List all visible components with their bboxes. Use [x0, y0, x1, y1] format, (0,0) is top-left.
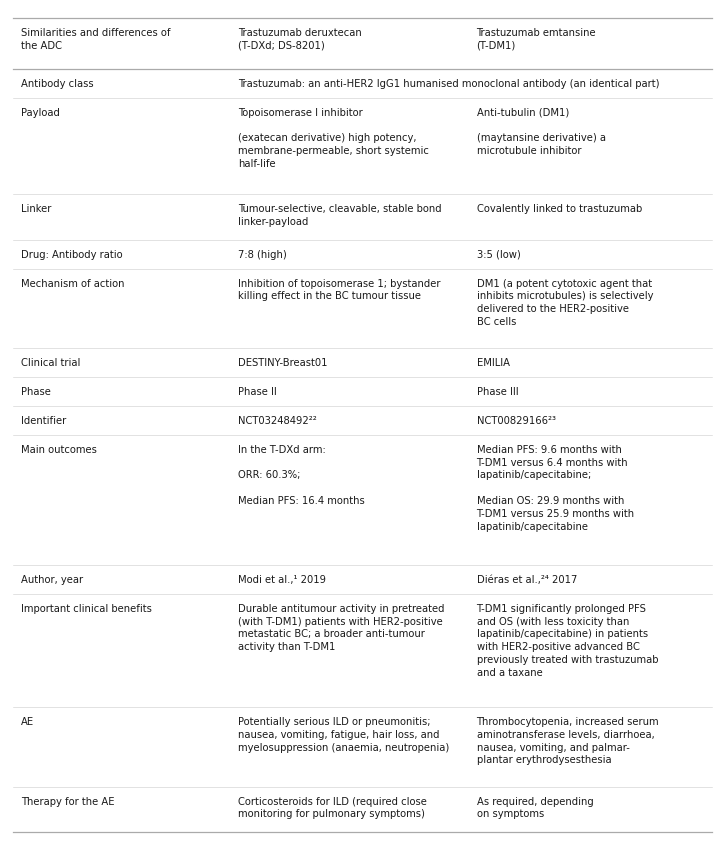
- Text: Covalently linked to trastuzumab: Covalently linked to trastuzumab: [476, 204, 642, 214]
- Text: Modi et al.,¹ 2019: Modi et al.,¹ 2019: [238, 575, 326, 585]
- Text: DM1 (a potent cytotoxic agent that
inhibits microtubules) is selectively
deliver: DM1 (a potent cytotoxic agent that inhib…: [476, 279, 653, 327]
- Text: Payload: Payload: [21, 108, 60, 118]
- Text: As required, depending
on symptoms: As required, depending on symptoms: [476, 797, 594, 819]
- Text: Corticosteroids for ILD (required close
monitoring for pulmonary symptoms): Corticosteroids for ILD (required close …: [238, 797, 427, 819]
- Text: Antibody class: Antibody class: [21, 79, 94, 88]
- Text: Drug: Antibody ratio: Drug: Antibody ratio: [21, 250, 123, 259]
- Text: Author, year: Author, year: [21, 575, 83, 585]
- Text: Diéras et al.,²⁴ 2017: Diéras et al.,²⁴ 2017: [476, 575, 577, 585]
- Text: Phase III: Phase III: [476, 387, 518, 397]
- Text: Phase: Phase: [21, 387, 51, 397]
- Text: Similarities and differences of
the ADC: Similarities and differences of the ADC: [21, 28, 171, 51]
- Text: In the T-DXd arm:

ORR: 60.3%;

Median PFS: 16.4 months: In the T-DXd arm: ORR: 60.3%; Median PFS…: [238, 445, 364, 506]
- Text: Durable antitumour activity in pretreated
(with T-DM1) patients with HER2-positi: Durable antitumour activity in pretreate…: [238, 604, 445, 653]
- Text: 7:8 (high): 7:8 (high): [238, 250, 286, 259]
- Text: Identifier: Identifier: [21, 416, 67, 426]
- Text: Topoisomerase I inhibitor

(exatecan derivative) high potency,
membrane-permeabl: Topoisomerase I inhibitor (exatecan deri…: [238, 108, 429, 169]
- Text: 3:5 (low): 3:5 (low): [476, 250, 521, 259]
- Text: DESTINY-Breast01: DESTINY-Breast01: [238, 358, 328, 368]
- Text: EMILIA: EMILIA: [476, 358, 510, 368]
- Text: Phase II: Phase II: [238, 387, 277, 397]
- Text: Thrombocytopenia, increased serum
aminotransferase levels, diarrhoea,
nausea, vo: Thrombocytopenia, increased serum aminot…: [476, 717, 659, 765]
- Text: Important clinical benefits: Important clinical benefits: [21, 604, 152, 614]
- Text: Linker: Linker: [21, 204, 51, 214]
- Text: NCT00829166²³: NCT00829166²³: [476, 416, 555, 426]
- Text: NCT03248492²²: NCT03248492²²: [238, 416, 317, 426]
- Text: AE: AE: [21, 717, 34, 727]
- Text: Main outcomes: Main outcomes: [21, 445, 97, 455]
- Text: Potentially serious ILD or pneumonitis;
nausea, vomiting, fatigue, hair loss, an: Potentially serious ILD or pneumonitis; …: [238, 717, 449, 753]
- Text: Inhibition of topoisomerase 1; bystander
killing effect in the BC tumour tissue: Inhibition of topoisomerase 1; bystander…: [238, 279, 440, 301]
- Text: Median PFS: 9.6 months with
T-DM1 versus 6.4 months with
lapatinib/capecitabine;: Median PFS: 9.6 months with T-DM1 versus…: [476, 445, 635, 531]
- Text: Anti-tubulin (DM1)

(maytansine derivative) a
microtubule inhibitor: Anti-tubulin (DM1) (maytansine derivativ…: [476, 108, 605, 156]
- Text: Clinical trial: Clinical trial: [21, 358, 80, 368]
- Text: Trastuzumab emtansine
(T-DM1): Trastuzumab emtansine (T-DM1): [476, 28, 596, 51]
- Text: Therapy for the AE: Therapy for the AE: [21, 797, 114, 807]
- Text: Tumour-selective, cleavable, stable bond
linker-payload: Tumour-selective, cleavable, stable bond…: [238, 204, 442, 226]
- Text: Trastuzumab: an anti-HER2 IgG1 humanised monoclonal antibody (an identical part): Trastuzumab: an anti-HER2 IgG1 humanised…: [238, 79, 659, 88]
- Text: Mechanism of action: Mechanism of action: [21, 279, 124, 289]
- Text: T-DM1 significantly prolonged PFS
and OS (with less toxicity than
lapatinib/cape: T-DM1 significantly prolonged PFS and OS…: [476, 604, 658, 678]
- Text: Trastuzumab deruxtecan
(T-DXd; DS-8201): Trastuzumab deruxtecan (T-DXd; DS-8201): [238, 28, 362, 51]
